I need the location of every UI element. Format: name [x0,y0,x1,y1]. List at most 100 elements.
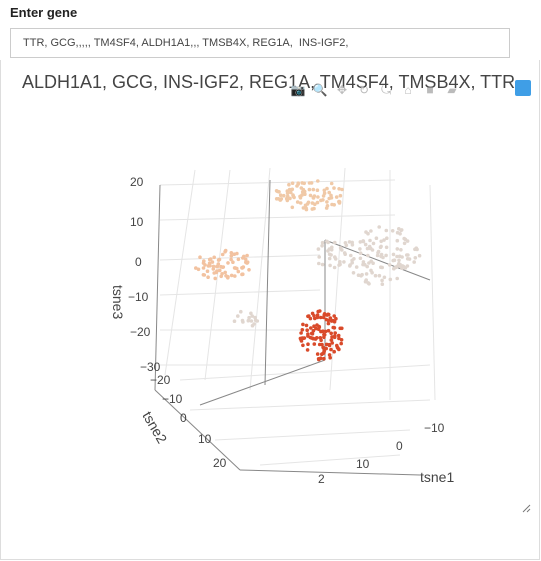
zoom-icon[interactable]: 🔍 [312,83,328,97]
lower-left-cluster-point [239,309,243,314]
z-axis-title: tsne3 [110,285,126,319]
right-cluster-point [367,282,371,286]
right-cluster-point [358,240,363,244]
plotly-logo-icon[interactable] [515,80,531,96]
right-cluster-point [358,256,363,261]
y-tick: 0 [180,411,187,425]
mid-cluster-point [320,240,325,245]
mid-cluster-point [328,263,332,268]
scatter3d-plot[interactable]: 20 10 0 −10 −20 −30 −20 −10 0 10 20 −10 … [0,110,541,490]
top-cluster-point [338,193,343,198]
right-cluster-point [399,248,403,252]
red-cluster-point [328,355,333,360]
red-cluster-point [326,318,331,323]
right-cluster-point [348,264,352,268]
box-edge [264,179,271,386]
red-cluster-point [339,338,344,342]
lower-left-cluster-point [236,314,240,318]
right-cluster-point [371,241,376,246]
left-cluster-point [208,257,213,261]
grid-line [259,454,401,466]
y-tick: 20 [213,456,227,470]
red-cluster-point [326,328,331,333]
grid-line [179,364,431,381]
top-cluster-point [307,181,312,185]
right-cluster-point [377,225,382,229]
lower-left-cluster-point [232,319,237,324]
camera-icon[interactable]: 📷 [290,83,306,97]
mid-cluster-point [327,247,332,251]
top-cluster-point [290,205,295,210]
red-cluster-point [299,331,303,335]
pan-icon[interactable]: ✥ [336,83,348,97]
left-cluster-point [223,270,227,275]
top-cluster-point [287,187,292,192]
grid-line [159,289,321,296]
right-cluster-point [380,282,385,287]
right-cluster-point [382,238,386,242]
red-cluster-point [315,313,320,317]
red-cluster-point [336,333,341,338]
top-cluster-point [322,191,327,195]
top-cluster-point [312,206,316,211]
red-cluster-point [330,341,335,345]
right-cluster-point [363,242,368,247]
y-tick: −20 [150,373,171,387]
red-cluster-point [337,347,341,352]
right-cluster-point [369,268,373,273]
top-cluster-point [329,193,333,198]
right-cluster-point [390,229,395,233]
gene-input[interactable] [10,28,510,58]
top-cluster-point [327,190,332,195]
lower-left-cluster-point [249,311,253,316]
red-cluster-point [301,322,305,327]
right-cluster-point [395,230,400,235]
z-tick: −10 [128,290,149,304]
right-cluster-point [347,240,352,244]
right-cluster-point [350,261,355,265]
red-cluster-point [322,313,327,318]
turntable-icon[interactable]: ⤿ [381,82,391,97]
right-cluster-point [393,265,398,270]
right-cluster-point [395,276,400,281]
left-cluster-point [201,261,206,265]
left-cluster-point [206,264,211,268]
left-cluster-point [217,257,222,262]
right-cluster-point [384,245,389,250]
red-cluster-point [309,326,313,330]
left-cluster-point [231,260,235,265]
red-cluster-point [312,324,316,329]
red-cluster-point [307,314,311,318]
right-cluster-point [391,252,396,257]
grid-line [329,167,346,391]
red-cluster-point [301,343,305,348]
resize-handle-icon[interactable] [521,503,531,513]
home-icon[interactable]: ■ [426,83,434,97]
right-cluster-point [363,279,368,284]
left-cluster-point [247,268,251,272]
mid-cluster-point [327,252,332,257]
orbit-icon[interactable]: ↻ [358,83,370,97]
top-cluster-point [301,206,306,210]
right-cluster-point [352,257,356,261]
top-cluster-point [332,203,337,207]
right-cluster-point [366,253,370,258]
lower-left-cluster-point [246,318,251,323]
right-cluster-point [385,236,389,240]
hover-icon[interactable]: ▰ [447,83,457,97]
z-axis-line [154,184,161,391]
x-tick: 2 [318,472,325,486]
z-tick: −20 [130,325,151,339]
red-cluster-point [337,336,341,341]
top-cluster-point [305,202,310,206]
right-cluster-point [367,244,372,249]
red-cluster-point [319,329,323,334]
top-cluster-point [311,187,316,192]
right-cluster-point [350,243,355,247]
red-cluster-point [318,336,323,340]
right-cluster-point [395,254,399,259]
reset-icon[interactable]: ⌂ [404,83,412,97]
modebar: 📷 🔍 ✥ ↻ ⤿ ⌂ ■ ▰ [288,80,462,100]
red-cluster-point [314,326,318,331]
red-cluster-point [311,328,316,333]
